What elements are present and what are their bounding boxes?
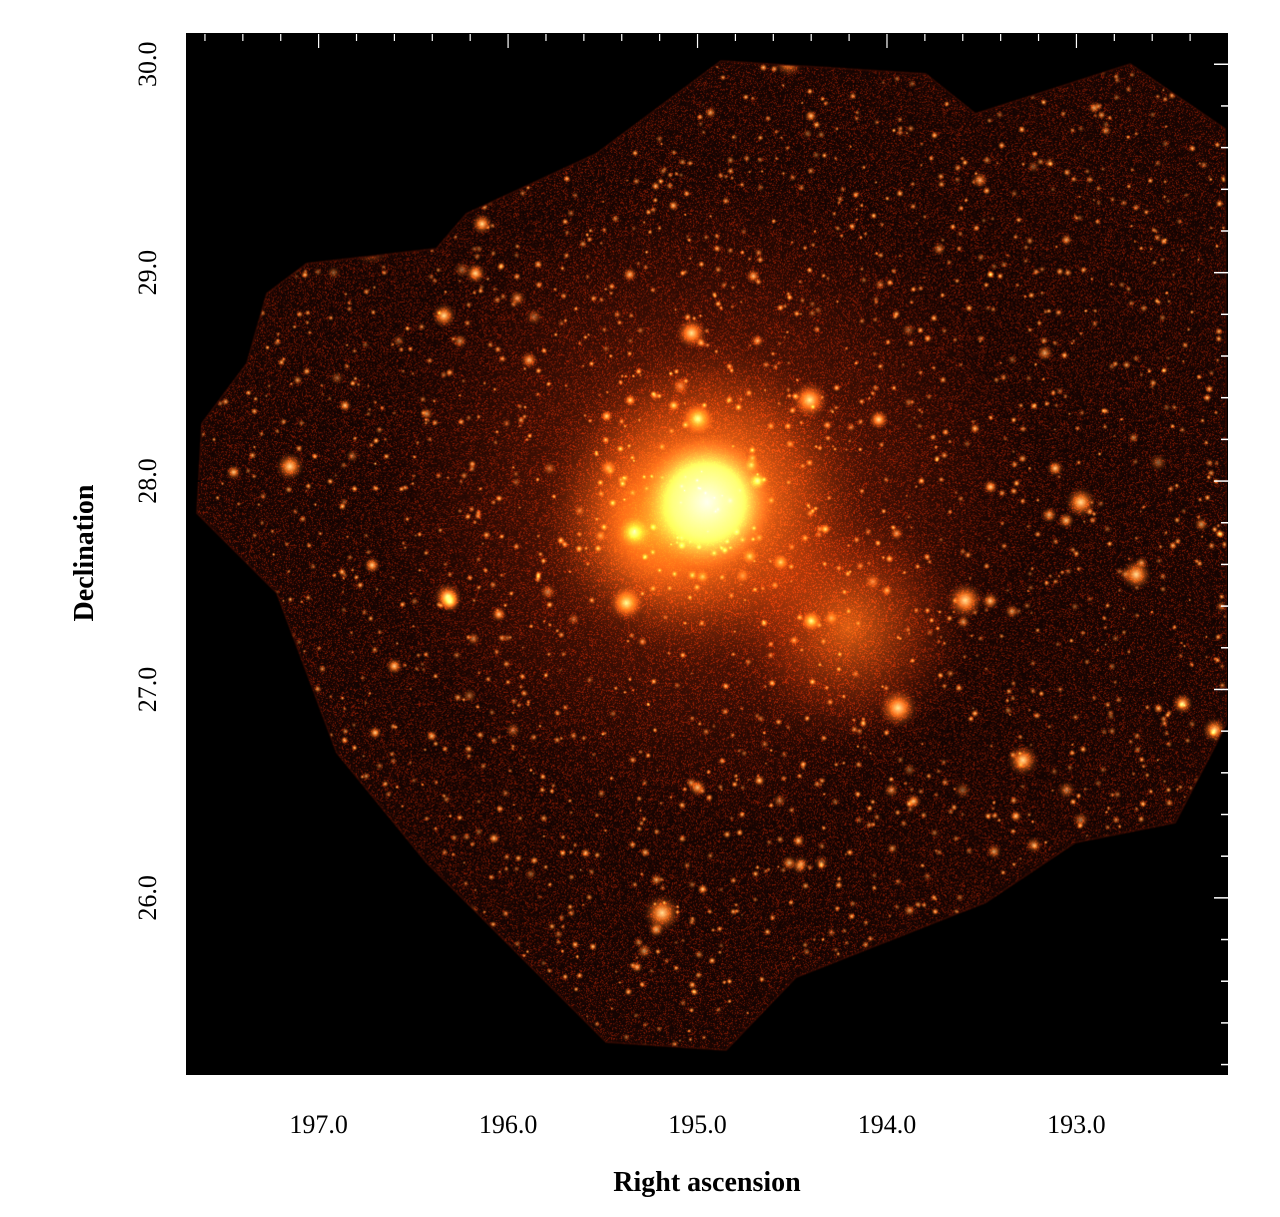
sky-image bbox=[187, 34, 1227, 1074]
plot-area bbox=[186, 33, 1228, 1075]
y-tick-label: 26.0 bbox=[133, 875, 162, 921]
x-tick-label: 196.0 bbox=[479, 1110, 538, 1139]
x-tick-label: 194.0 bbox=[858, 1110, 917, 1139]
x-tick-labels: 197.0 196.0 195.0 194.0 193.0 bbox=[289, 1110, 1105, 1139]
y-tick-label: 28.0 bbox=[133, 458, 162, 504]
x-tick-label: 193.0 bbox=[1047, 1110, 1106, 1139]
y-axis-title: Declination bbox=[69, 484, 100, 621]
y-tick-labels: 26.0 27.0 28.0 29.0 30.0 bbox=[133, 42, 162, 921]
x-tick-label: 197.0 bbox=[289, 1110, 348, 1139]
y-tick-label: 27.0 bbox=[133, 667, 162, 713]
x-axis-title: Right ascension bbox=[613, 1167, 801, 1198]
x-tick-label: 195.0 bbox=[668, 1110, 727, 1139]
y-tick-label: 30.0 bbox=[133, 42, 162, 88]
y-tick-label: 29.0 bbox=[133, 250, 162, 296]
